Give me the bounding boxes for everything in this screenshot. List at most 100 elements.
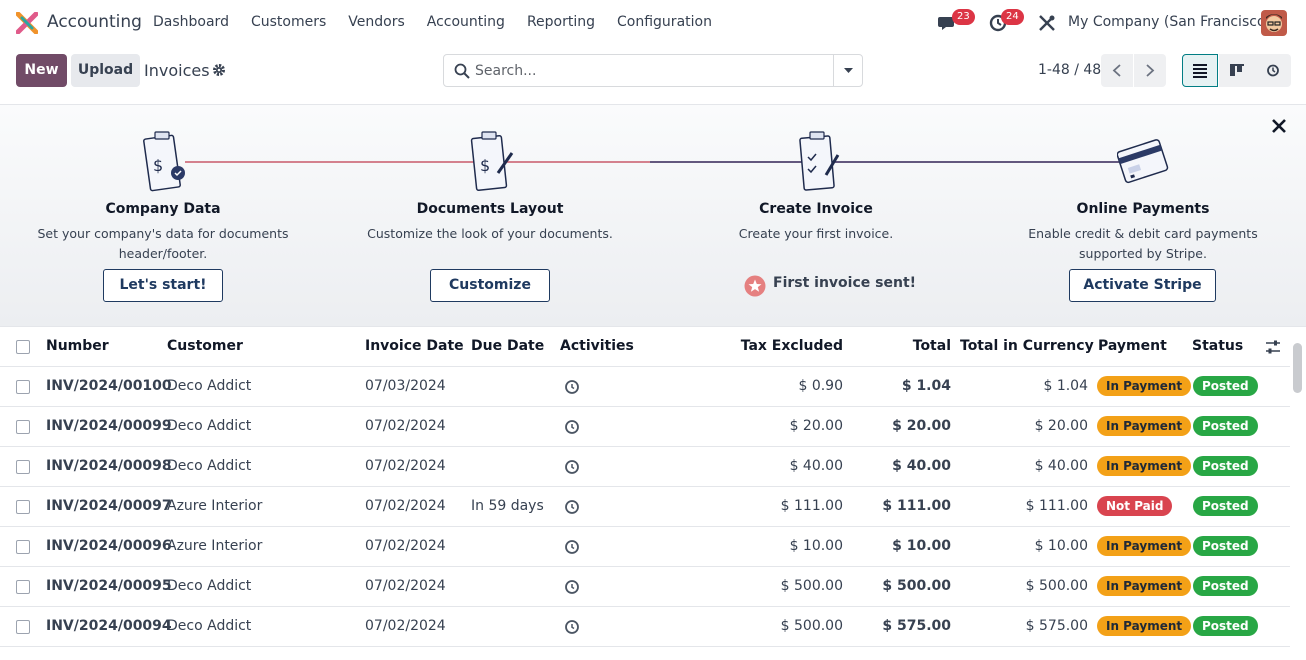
table-row[interactable]: INV/2024/00100 Deco Addict 07/03/2024 $ 0.9… xyxy=(0,367,1290,407)
row-checkbox[interactable] xyxy=(16,420,30,434)
cell-number: INV/2024/00096 xyxy=(46,538,172,554)
activity-clock-icon[interactable] xyxy=(564,579,580,595)
cell-total-in-currency: $ 575.00 xyxy=(1025,618,1088,634)
column-header-total-in-currency[interactable]: Total in Currency xyxy=(960,338,1094,354)
svg-text:$: $ xyxy=(153,156,163,175)
activity-clock-icon[interactable] xyxy=(564,619,580,635)
upload-button[interactable]: Upload xyxy=(71,54,140,87)
close-icon[interactable] xyxy=(1270,117,1288,135)
menu-dashboard[interactable]: Dashboard xyxy=(153,14,229,30)
cell-tax-excluded: $ 111.00 xyxy=(780,498,843,514)
cell-customer: Azure Interior xyxy=(167,538,263,554)
table-row[interactable]: INV/2024/00097 Azure Interior 07/02/2024 In… xyxy=(0,487,1290,527)
cell-customer: Deco Addict xyxy=(167,618,252,634)
table-row[interactable]: INV/2024/00095 Deco Addict 07/02/2024 $ 500… xyxy=(0,567,1290,607)
search-bar xyxy=(443,54,863,87)
cell-customer: Deco Addict xyxy=(167,378,252,394)
step-description: Enable credit & debit card payments supp… xyxy=(1028,226,1258,261)
new-button[interactable]: New xyxy=(16,54,67,87)
activity-clock-icon[interactable] xyxy=(564,539,580,555)
search-options-toggle[interactable] xyxy=(833,55,862,86)
row-checkbox[interactable] xyxy=(16,460,30,474)
accounting-app-icon[interactable] xyxy=(16,12,38,34)
column-header-due-date[interactable]: Due Date xyxy=(471,338,545,354)
gear-icon[interactable] xyxy=(212,63,226,77)
column-header-invoice-date[interactable]: Invoice Date xyxy=(365,338,464,354)
cell-tax-excluded: $ 10.00 xyxy=(789,538,843,554)
pager-value[interactable]: 1-48 / 48 xyxy=(1038,62,1102,78)
select-all-checkbox[interactable] xyxy=(16,340,30,354)
payment-status-badge: Not Paid xyxy=(1097,496,1173,516)
step-description: Set your company's data for documents he… xyxy=(37,226,289,261)
cell-tax-excluded: $ 500.00 xyxy=(780,578,843,594)
column-header-tax-excluded[interactable]: Tax Excluded xyxy=(740,338,843,354)
table-row[interactable]: INV/2024/00096 Azure Interior 07/02/2024 $ … xyxy=(0,527,1290,567)
activities-badge: 24 xyxy=(1001,9,1024,25)
caret-down-icon xyxy=(844,68,853,73)
svg-text:$: $ xyxy=(480,156,490,175)
cell-number: INV/2024/00097 xyxy=(46,498,172,514)
list-view-button[interactable] xyxy=(1182,54,1218,87)
menu-vendors[interactable]: Vendors xyxy=(348,14,405,30)
customize-button[interactable]: Customize xyxy=(430,269,550,302)
column-header-payment[interactable]: Payment xyxy=(1098,338,1167,354)
chat-icon[interactable] xyxy=(938,13,958,33)
column-header-number[interactable]: Number xyxy=(46,338,109,354)
documents-layout-illustration: $ xyxy=(470,131,514,191)
row-checkbox[interactable] xyxy=(16,620,30,634)
step-description: Create your first invoice. xyxy=(738,226,894,241)
column-header-activities[interactable]: Activities xyxy=(560,338,634,354)
search-input[interactable] xyxy=(475,59,830,83)
activity-clock-icon[interactable] xyxy=(564,419,580,435)
company-switcher[interactable]: My Company (San Francisco) xyxy=(1068,14,1271,30)
step-title: Company Data xyxy=(105,201,221,217)
pager-previous-button[interactable] xyxy=(1101,54,1133,87)
cell-due-date: In 59 days xyxy=(471,498,544,514)
table-scrollbar[interactable] xyxy=(1293,343,1302,393)
online-payments-illustration xyxy=(1117,139,1169,184)
activity-clock-icon[interactable] xyxy=(564,379,580,395)
menu-reporting[interactable]: Reporting xyxy=(526,14,596,30)
activity-clock-icon[interactable] xyxy=(564,459,580,475)
column-header-status[interactable]: Status xyxy=(1192,338,1244,354)
lets-start-button[interactable]: Let's start! xyxy=(103,269,223,302)
page-title[interactable]: Invoices xyxy=(144,61,210,80)
step-title: Documents Layout xyxy=(416,201,564,217)
activity-clock-icon[interactable] xyxy=(564,499,580,515)
cell-tax-excluded: $ 0.90 xyxy=(798,378,843,394)
cell-customer: Deco Addict xyxy=(167,458,252,474)
menu-accounting[interactable]: Accounting xyxy=(426,14,505,30)
messages-badge: 23 xyxy=(952,9,975,25)
row-checkbox[interactable] xyxy=(16,540,30,554)
kanban-view-button[interactable] xyxy=(1219,54,1255,87)
payment-status-badge: In Payment xyxy=(1097,616,1192,636)
cell-customer: Deco Addict xyxy=(167,418,252,434)
row-checkbox[interactable] xyxy=(16,380,30,394)
chevron-left-icon xyxy=(1112,64,1121,77)
cell-total: $ 1.04 xyxy=(901,378,951,394)
table-row[interactable]: INV/2024/00098 Deco Addict 07/02/2024 $ 40.… xyxy=(0,447,1290,487)
table-row[interactable]: INV/2024/00094 Deco Addict 07/02/2024 $ 500… xyxy=(0,607,1290,647)
status-badge: Posted xyxy=(1193,496,1258,516)
user-avatar[interactable] xyxy=(1261,10,1287,36)
cell-number: INV/2024/00098 xyxy=(46,458,172,474)
chevron-right-icon xyxy=(1146,64,1155,77)
menu-configuration[interactable]: Configuration xyxy=(617,14,712,30)
activity-view-button[interactable] xyxy=(1255,54,1291,87)
cell-total-in-currency: $ 10.00 xyxy=(1034,538,1088,554)
cell-invoice-date: 07/02/2024 xyxy=(365,618,446,634)
cell-customer: Azure Interior xyxy=(167,498,263,514)
table-row[interactable]: INV/2024/00099 Deco Addict 07/02/2024 $ 20.… xyxy=(0,407,1290,447)
pager-next-button[interactable] xyxy=(1134,54,1166,87)
app-name[interactable]: Accounting xyxy=(47,12,142,32)
activate-stripe-button[interactable]: Activate Stripe xyxy=(1069,269,1216,302)
cell-invoice-date: 07/02/2024 xyxy=(365,458,446,474)
row-checkbox[interactable] xyxy=(16,580,30,594)
settings-sliders-icon[interactable] xyxy=(1265,339,1281,355)
column-header-total[interactable]: Total xyxy=(912,338,951,354)
row-checkbox[interactable] xyxy=(16,500,30,514)
column-header-customer[interactable]: Customer xyxy=(167,338,243,354)
menu-customers[interactable]: Customers xyxy=(250,14,327,30)
cell-tax-excluded: $ 40.00 xyxy=(789,458,843,474)
tools-icon[interactable] xyxy=(1037,13,1057,33)
